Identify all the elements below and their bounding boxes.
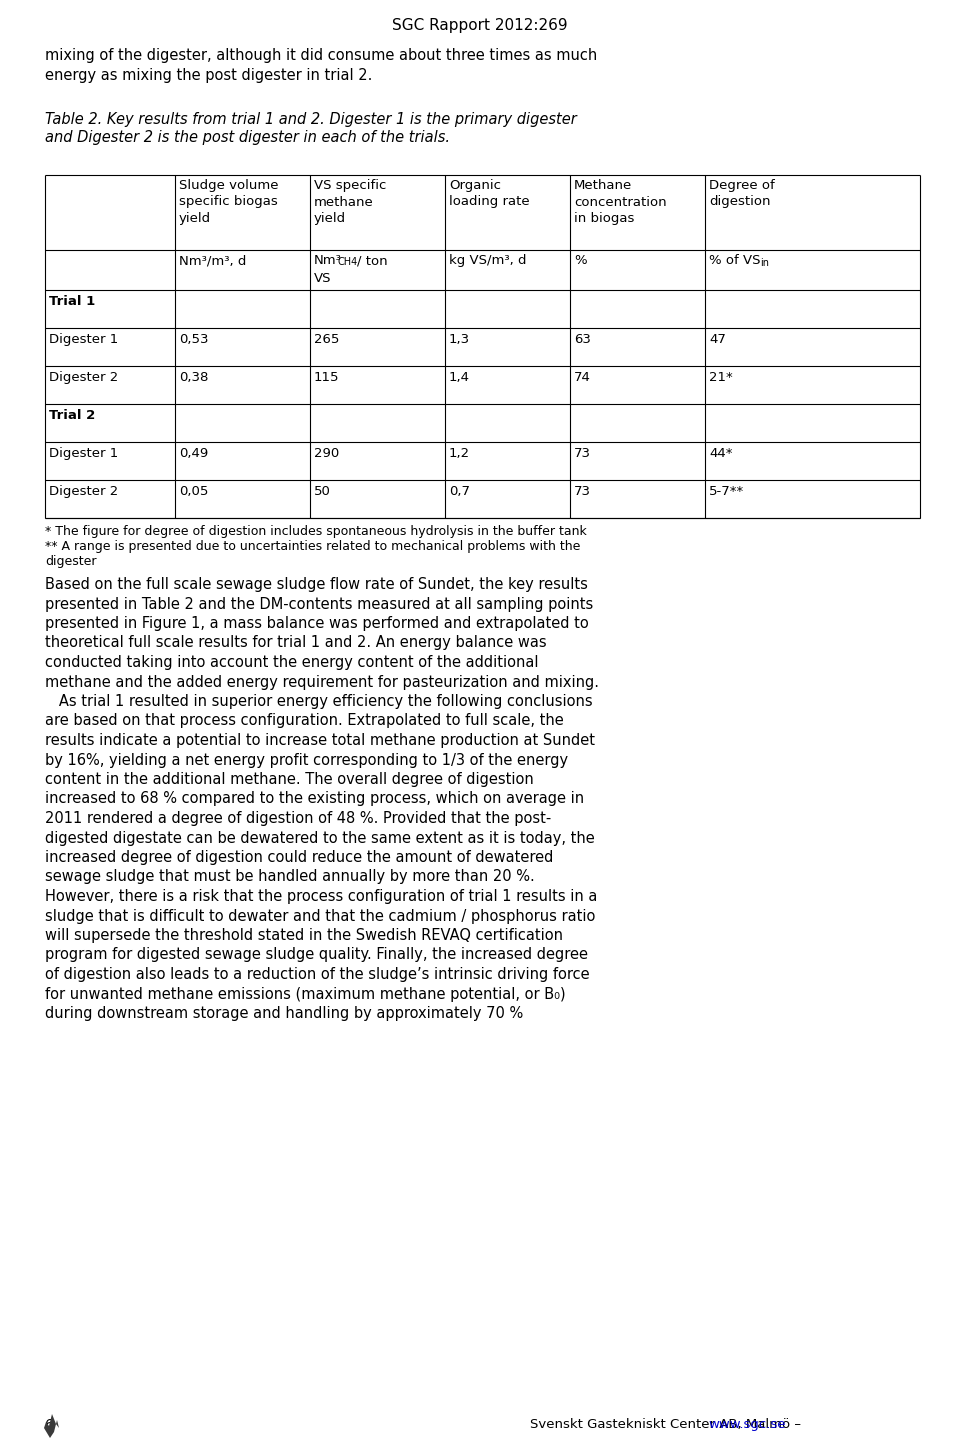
Text: 6: 6 — [45, 1418, 54, 1432]
Text: CH4: CH4 — [338, 257, 358, 267]
Text: Digester 2: Digester 2 — [49, 486, 118, 499]
Text: 74: 74 — [574, 371, 590, 384]
Text: % of VS: % of VS — [709, 254, 760, 267]
Text: 5-7**: 5-7** — [709, 486, 744, 499]
Text: 290: 290 — [314, 447, 339, 460]
Text: conducted taking into account the energy content of the additional: conducted taking into account the energy… — [45, 655, 539, 670]
Text: by 16%, yielding a net energy profit corresponding to 1/3 of the energy: by 16%, yielding a net energy profit cor… — [45, 753, 568, 767]
Text: will supersede the threshold stated in the Swedish REVAQ certification: will supersede the threshold stated in t… — [45, 928, 563, 944]
Text: Nm³: Nm³ — [314, 254, 342, 267]
Text: presented in Figure 1, a mass balance was performed and extrapolated to: presented in Figure 1, a mass balance wa… — [45, 616, 588, 631]
Text: However, there is a risk that the process configuration of trial 1 results in a: However, there is a risk that the proces… — [45, 889, 597, 905]
Text: Table 2. Key results from trial 1 and 2. Digester 1 is the primary digester: Table 2. Key results from trial 1 and 2.… — [45, 113, 577, 127]
Text: 1,4: 1,4 — [449, 371, 470, 384]
Text: Nm³/m³, d: Nm³/m³, d — [179, 254, 247, 267]
Text: Based on the full scale sewage sludge flow rate of Sundet, the key results: Based on the full scale sewage sludge fl… — [45, 577, 588, 592]
Text: 265: 265 — [314, 332, 340, 345]
Text: methane and the added energy requirement for pasteurization and mixing.: methane and the added energy requirement… — [45, 675, 599, 689]
Text: for unwanted methane emissions (maximum methane potential, or B₀): for unwanted methane emissions (maximum … — [45, 987, 565, 1001]
Text: 21*: 21* — [709, 371, 732, 384]
Text: SGC Rapport 2012:269: SGC Rapport 2012:269 — [393, 17, 567, 33]
Text: VS: VS — [314, 272, 331, 285]
Text: sludge that is difficult to dewater and that the cadmium / phosphorus ratio: sludge that is difficult to dewater and … — [45, 909, 595, 923]
Text: Trial 2: Trial 2 — [49, 409, 95, 422]
Text: Digester 1: Digester 1 — [49, 447, 118, 460]
Text: Methane
concentration
in biogas: Methane concentration in biogas — [574, 179, 666, 225]
Text: are based on that process configuration. Extrapolated to full scale, the: are based on that process configuration.… — [45, 714, 564, 728]
Text: content in the additional methane. The overall degree of digestion: content in the additional methane. The o… — [45, 772, 534, 788]
Text: %: % — [574, 254, 587, 267]
Text: digested digestate can be dewatered to the same extent as it is today, the: digested digestate can be dewatered to t… — [45, 831, 595, 845]
Text: of digestion also leads to a reduction of the sludge’s intrinsic driving force: of digestion also leads to a reduction o… — [45, 967, 589, 983]
Text: 1,3: 1,3 — [449, 332, 470, 345]
Text: theoretical full scale results for trial 1 and 2. An energy balance was: theoretical full scale results for trial… — [45, 636, 546, 650]
Text: Svenskt Gastekniskt Center AB, Malmö –: Svenskt Gastekniskt Center AB, Malmö – — [530, 1418, 805, 1431]
Text: / ton: / ton — [357, 254, 388, 267]
Text: in: in — [760, 259, 769, 267]
Text: Sludge volume
specific biogas
yield: Sludge volume specific biogas yield — [179, 179, 278, 225]
Text: 73: 73 — [574, 486, 591, 499]
Text: 115: 115 — [314, 371, 340, 384]
Text: 0,38: 0,38 — [179, 371, 208, 384]
Text: 0,05: 0,05 — [179, 486, 208, 499]
Text: results indicate a potential to increase total methane production at Sundet: results indicate a potential to increase… — [45, 733, 595, 749]
PathPatch shape — [44, 1415, 59, 1438]
Text: presented in Table 2 and the DM-contents measured at all sampling points: presented in Table 2 and the DM-contents… — [45, 597, 593, 611]
Text: 47: 47 — [709, 332, 726, 345]
Text: 0,49: 0,49 — [179, 447, 208, 460]
Text: Degree of
digestion: Degree of digestion — [709, 179, 775, 208]
Text: 2011 rendered a degree of digestion of 48 %. Provided that the post-: 2011 rendered a degree of digestion of 4… — [45, 811, 551, 827]
Text: * The figure for degree of digestion includes spontaneous hydrolysis in the buff: * The figure for degree of digestion inc… — [45, 525, 587, 538]
Text: Organic
loading rate: Organic loading rate — [449, 179, 530, 208]
Text: As trial 1 resulted in superior energy efficiency the following conclusions: As trial 1 resulted in superior energy e… — [45, 694, 592, 709]
Text: 44*: 44* — [709, 447, 732, 460]
Text: Digester 2: Digester 2 — [49, 371, 118, 384]
Text: ** A range is presented due to uncertainties related to mechanical problems with: ** A range is presented due to uncertain… — [45, 540, 581, 553]
Text: Trial 1: Trial 1 — [49, 295, 95, 308]
Text: 1,2: 1,2 — [449, 447, 470, 460]
Text: digester: digester — [45, 555, 97, 568]
Text: during downstream storage and handling by approximately 70 %: during downstream storage and handling b… — [45, 1006, 523, 1022]
Text: increased to 68 % compared to the existing process, which on average in: increased to 68 % compared to the existi… — [45, 792, 584, 806]
Text: 63: 63 — [574, 332, 590, 345]
Text: 0,53: 0,53 — [179, 332, 208, 345]
Text: mixing of the digester, although it did consume about three times as much
energy: mixing of the digester, although it did … — [45, 48, 597, 82]
Text: VS specific
methane
yield: VS specific methane yield — [314, 179, 386, 225]
Text: increased degree of digestion could reduce the amount of dewatered: increased degree of digestion could redu… — [45, 850, 553, 866]
Text: www.sgc.se: www.sgc.se — [708, 1418, 785, 1431]
Text: sewage sludge that must be handled annually by more than 20 %.: sewage sludge that must be handled annua… — [45, 870, 535, 884]
Text: program for digested sewage sludge quality. Finally, the increased degree: program for digested sewage sludge quali… — [45, 948, 588, 962]
Text: Digester 1: Digester 1 — [49, 332, 118, 345]
Text: 0,7: 0,7 — [449, 486, 470, 499]
Text: and Digester 2 is the post digester in each of the trials.: and Digester 2 is the post digester in e… — [45, 130, 450, 144]
Text: 50: 50 — [314, 486, 331, 499]
Text: kg VS/m³, d: kg VS/m³, d — [449, 254, 526, 267]
Text: 73: 73 — [574, 447, 591, 460]
